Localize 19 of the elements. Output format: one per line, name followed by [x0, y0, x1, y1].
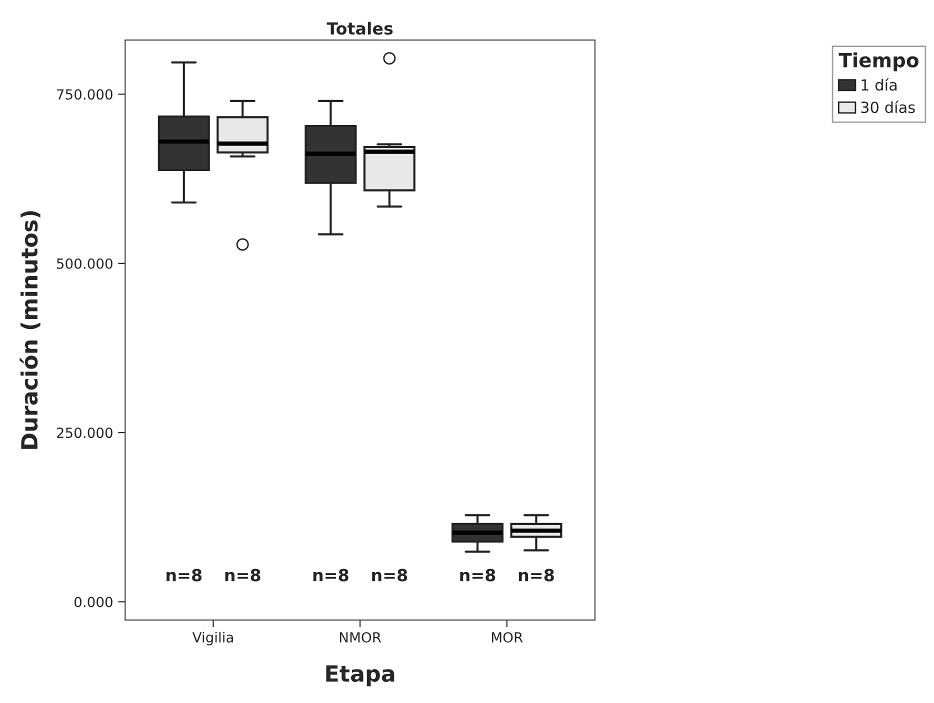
- legend-label: 1 día: [862, 78, 897, 91]
- y-tick-label: 250.000: [56, 428, 112, 438]
- x-axis-title: Etapa: [326, 665, 394, 686]
- annotation: n=8: [225, 568, 260, 582]
- annotation: n=8: [460, 568, 496, 582]
- legend-title: Tiempo: [838, 52, 918, 72]
- y-tick-label: 500.000: [56, 258, 112, 269]
- annotation: n=8: [166, 568, 202, 582]
- y-tick-label: 750.000: [57, 89, 112, 100]
- annotation: n=8: [518, 568, 554, 582]
- legend-label: 30 días: [861, 100, 915, 114]
- chart-title: Totales: [326, 22, 393, 35]
- annotation: n=8: [313, 568, 348, 582]
- x-tick-label: Vigilia: [192, 632, 233, 646]
- x-tick-label: MOR: [492, 632, 523, 643]
- y-axis-title: Duración (minutos): [20, 211, 40, 449]
- y-tick-label: 0.000: [74, 596, 112, 608]
- annotation: n=8: [372, 568, 408, 582]
- x-tick-label: NMOR: [340, 632, 382, 643]
